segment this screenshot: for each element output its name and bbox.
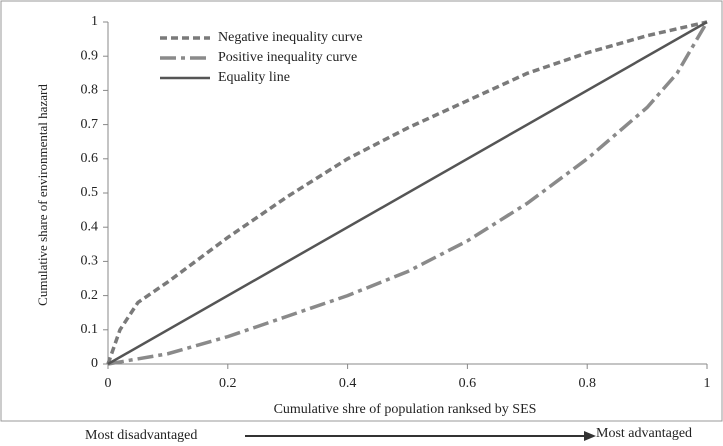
x-tick-label: 0.4 <box>339 376 357 391</box>
x-tick-label: 0.8 <box>578 376 596 391</box>
legend-label: Equality line <box>218 70 290 85</box>
legend-label: Negative inequality curve <box>218 30 363 45</box>
y-tick-label: 0.1 <box>81 322 99 337</box>
y-tick-label: 0.5 <box>81 185 99 200</box>
annotation: Most advantaged <box>596 426 692 441</box>
y-tick-label: 1 <box>91 14 98 29</box>
y-tick-label: 0.3 <box>81 254 99 269</box>
annotation: Most disadvantaged <box>85 428 197 443</box>
line-series <box>107 21 709 366</box>
y-tick-label: 0.6 <box>81 151 99 166</box>
y-axis-label: Cumulative share of environmental hazard <box>35 84 50 306</box>
arrow-head <box>584 431 596 441</box>
x-tick-label: 0.6 <box>459 376 477 391</box>
legend-label: Positive inequality curve <box>218 50 357 65</box>
x-tick-label: 0.2 <box>219 376 237 391</box>
y-tick-label: 0 <box>91 356 98 371</box>
y-tick-label: 0.8 <box>81 83 99 98</box>
y-tick-label: 0.2 <box>81 288 99 303</box>
chart-border <box>0 0 723 422</box>
line-series <box>106 20 708 365</box>
x-tick-label: 1 <box>704 376 711 391</box>
y-tick-label: 0.4 <box>81 219 99 234</box>
y-tick-label: 0.9 <box>81 48 99 63</box>
y-tick-label: 0.7 <box>81 117 99 132</box>
line-series <box>107 20 708 366</box>
x-tick-label: 0 <box>105 376 112 391</box>
x-axis-label: Cumulative shre of population ranksed by… <box>274 402 537 417</box>
